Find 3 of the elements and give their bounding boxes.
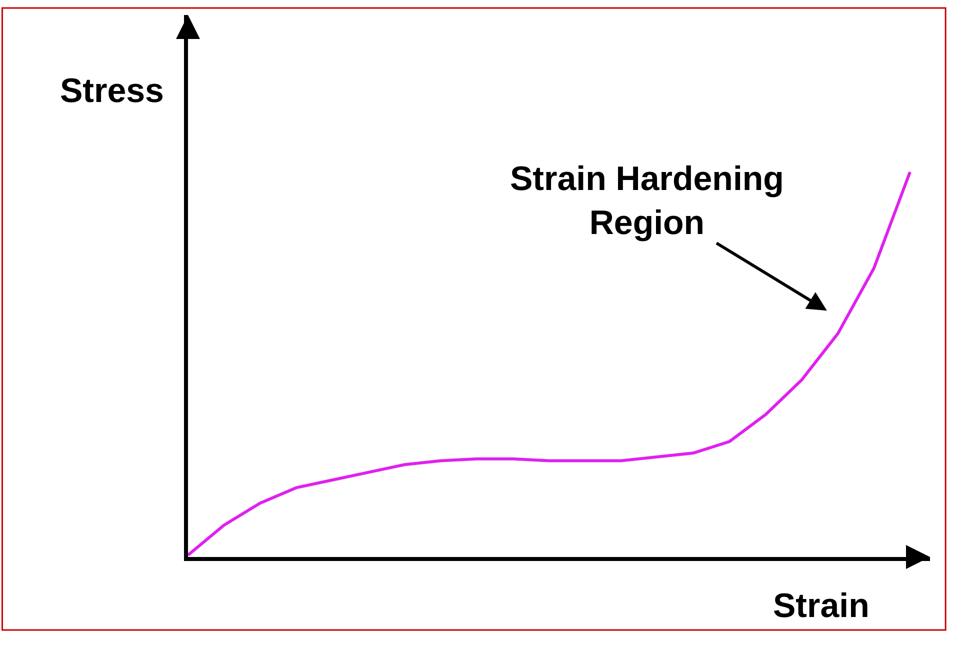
annotation: Strain Hardening Region: [510, 160, 784, 242]
x-axis-title: Strain: [773, 587, 870, 625]
y-axis-title: Stress: [60, 72, 164, 110]
